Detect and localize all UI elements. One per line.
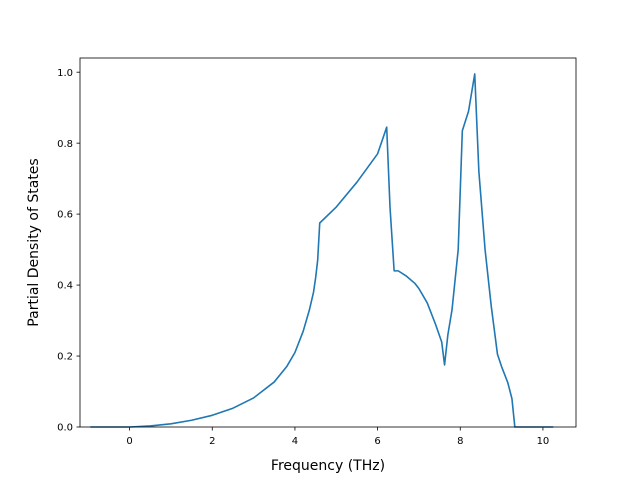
x-tick-label: 8 (457, 436, 463, 447)
x-tick-label: 2 (209, 436, 215, 447)
y-tick-label: 0.2 (57, 352, 73, 363)
y-axis-ticks: 0.0 0.2 0.4 0.6 0.8 1.0 (57, 68, 80, 434)
pdos-series-line (90, 73, 554, 428)
plot-frame (79, 57, 577, 428)
y-tick-label: 1.0 (57, 68, 73, 79)
y-tick-label: 0.4 (57, 281, 73, 292)
x-axis-title: Frequency (THz) (271, 458, 385, 474)
y-tick-label: 0.6 (57, 210, 73, 221)
x-tick-label: 4 (292, 436, 298, 447)
x-tick-label: 6 (374, 436, 380, 447)
y-axis-title: Partial Density of States (26, 158, 42, 326)
y-tick-label: 0.0 (57, 423, 73, 434)
plot-area (80, 58, 576, 427)
x-axis-ticks: 0 2 4 6 8 10 (126, 427, 549, 447)
y-tick-label: 0.8 (57, 139, 73, 150)
x-tick-label: 0 (126, 436, 132, 447)
x-tick-label: 10 (537, 436, 550, 447)
